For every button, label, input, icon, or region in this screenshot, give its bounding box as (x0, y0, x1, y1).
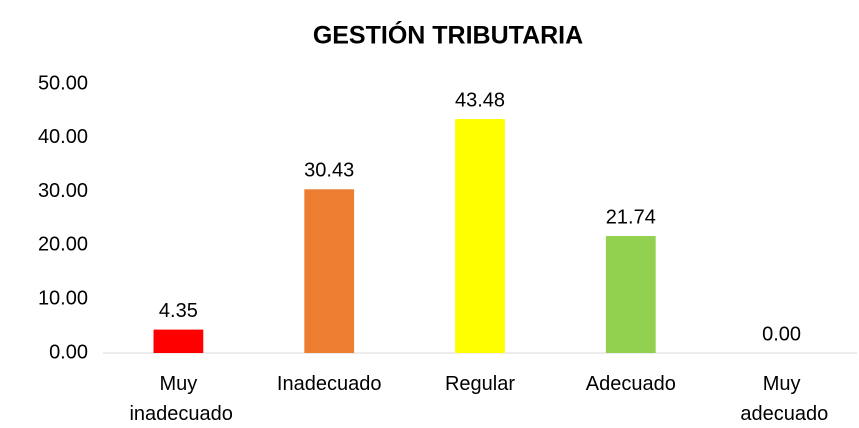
y-tick-label: 10.00 (38, 287, 88, 309)
y-tick-label: 50.00 (38, 72, 88, 94)
bar (153, 329, 204, 353)
y-tick-label: 40.00 (38, 126, 88, 148)
data-label: 43.48 (455, 89, 505, 111)
y-tick-label: 0.00 (49, 341, 88, 363)
x-tick-label: Regular (445, 373, 515, 395)
chart-title: GESTIÓN TRIBUTARIA (313, 20, 583, 50)
bar (304, 189, 355, 353)
x-tick-label: Muy adecuado (735, 373, 828, 425)
data-label: 4.35 (159, 300, 198, 322)
bar (605, 236, 656, 353)
x-tick-label: Muy inadecuado (124, 373, 233, 425)
x-tick-label: Inadecuado (277, 373, 382, 395)
data-label: 30.43 (304, 160, 354, 182)
x-tick-label: Adecuado (586, 373, 676, 395)
y-tick-label: 20.00 (38, 234, 88, 256)
data-label: 0.00 (762, 323, 801, 345)
y-tick-label: 30.00 (38, 180, 88, 202)
bar (455, 119, 505, 353)
data-label: 21.74 (606, 206, 656, 228)
